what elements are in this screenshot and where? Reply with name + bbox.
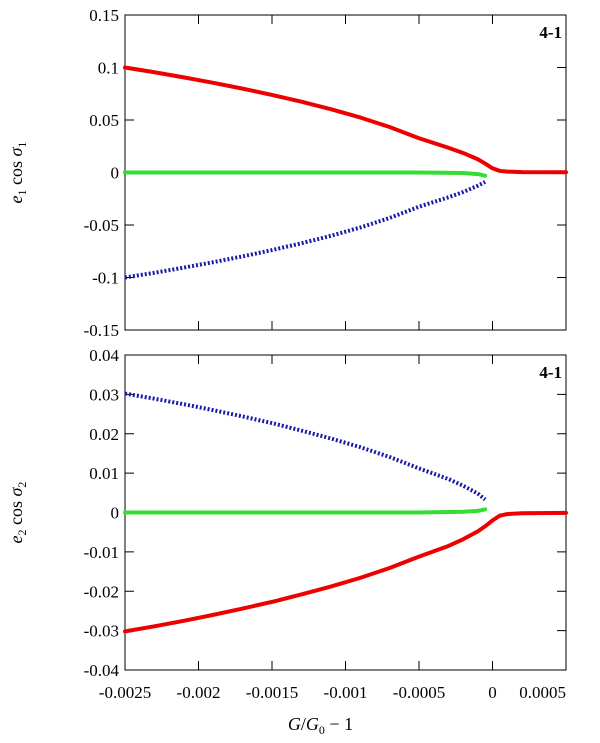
y-tick-label: 0.1	[98, 59, 119, 78]
y-tick-label: 0.01	[89, 464, 119, 483]
y-tick-label: -0.05	[84, 216, 119, 235]
series-line	[124, 391, 487, 502]
y-tick-label: -0.02	[84, 582, 119, 601]
x-tick-label: -0.0025	[99, 683, 151, 702]
series-line	[123, 507, 488, 515]
x-tick-label: -0.0015	[246, 683, 298, 702]
x-tick-label: -0.0005	[393, 683, 445, 702]
x-tick-label: 0	[488, 683, 497, 702]
y-tick-label: -0.15	[84, 321, 119, 340]
y-tick-label: 0.04	[89, 346, 119, 365]
top-panel: -0.15 -0.1 -0.05 0 0.05 0.1 0.15 4-1 e1 cos σ1	[6, 6, 568, 340]
y-tick-label: -0.04	[84, 661, 120, 680]
bottom-panel: -0.04 -0.03 -0.02 -0.01 0 0.01 0.02 0.03 0.04 -0.…	[6, 346, 568, 737]
series-line	[123, 65, 568, 175]
y-tick-label: 0.05	[89, 111, 119, 130]
x-tick-label: 0.0005	[519, 683, 566, 702]
series-line	[123, 170, 488, 178]
x-axis-title: G/G0 − 1	[288, 714, 353, 737]
y-tick-label: 0	[111, 164, 120, 183]
panel-label: 4-1	[539, 363, 562, 382]
series-line	[123, 510, 568, 634]
y-tick-label: -0.1	[92, 269, 119, 288]
y-tick-label: 0.15	[89, 6, 119, 25]
y-tick-label: 0.02	[89, 425, 119, 444]
y-axis-title: e1 cos σ1	[6, 142, 29, 204]
x-tick-label: -0.001	[324, 683, 368, 702]
x-tick-label: -0.002	[177, 683, 221, 702]
y-axis-title: e2 cos σ2	[6, 482, 29, 544]
y-tick-label: 0	[111, 504, 120, 523]
series-line	[124, 180, 487, 280]
y-tick-label: 0.03	[89, 385, 119, 404]
y-tick-label: -0.01	[84, 543, 119, 562]
panel-label: 4-1	[539, 23, 562, 42]
y-tick-label: -0.03	[84, 622, 119, 641]
